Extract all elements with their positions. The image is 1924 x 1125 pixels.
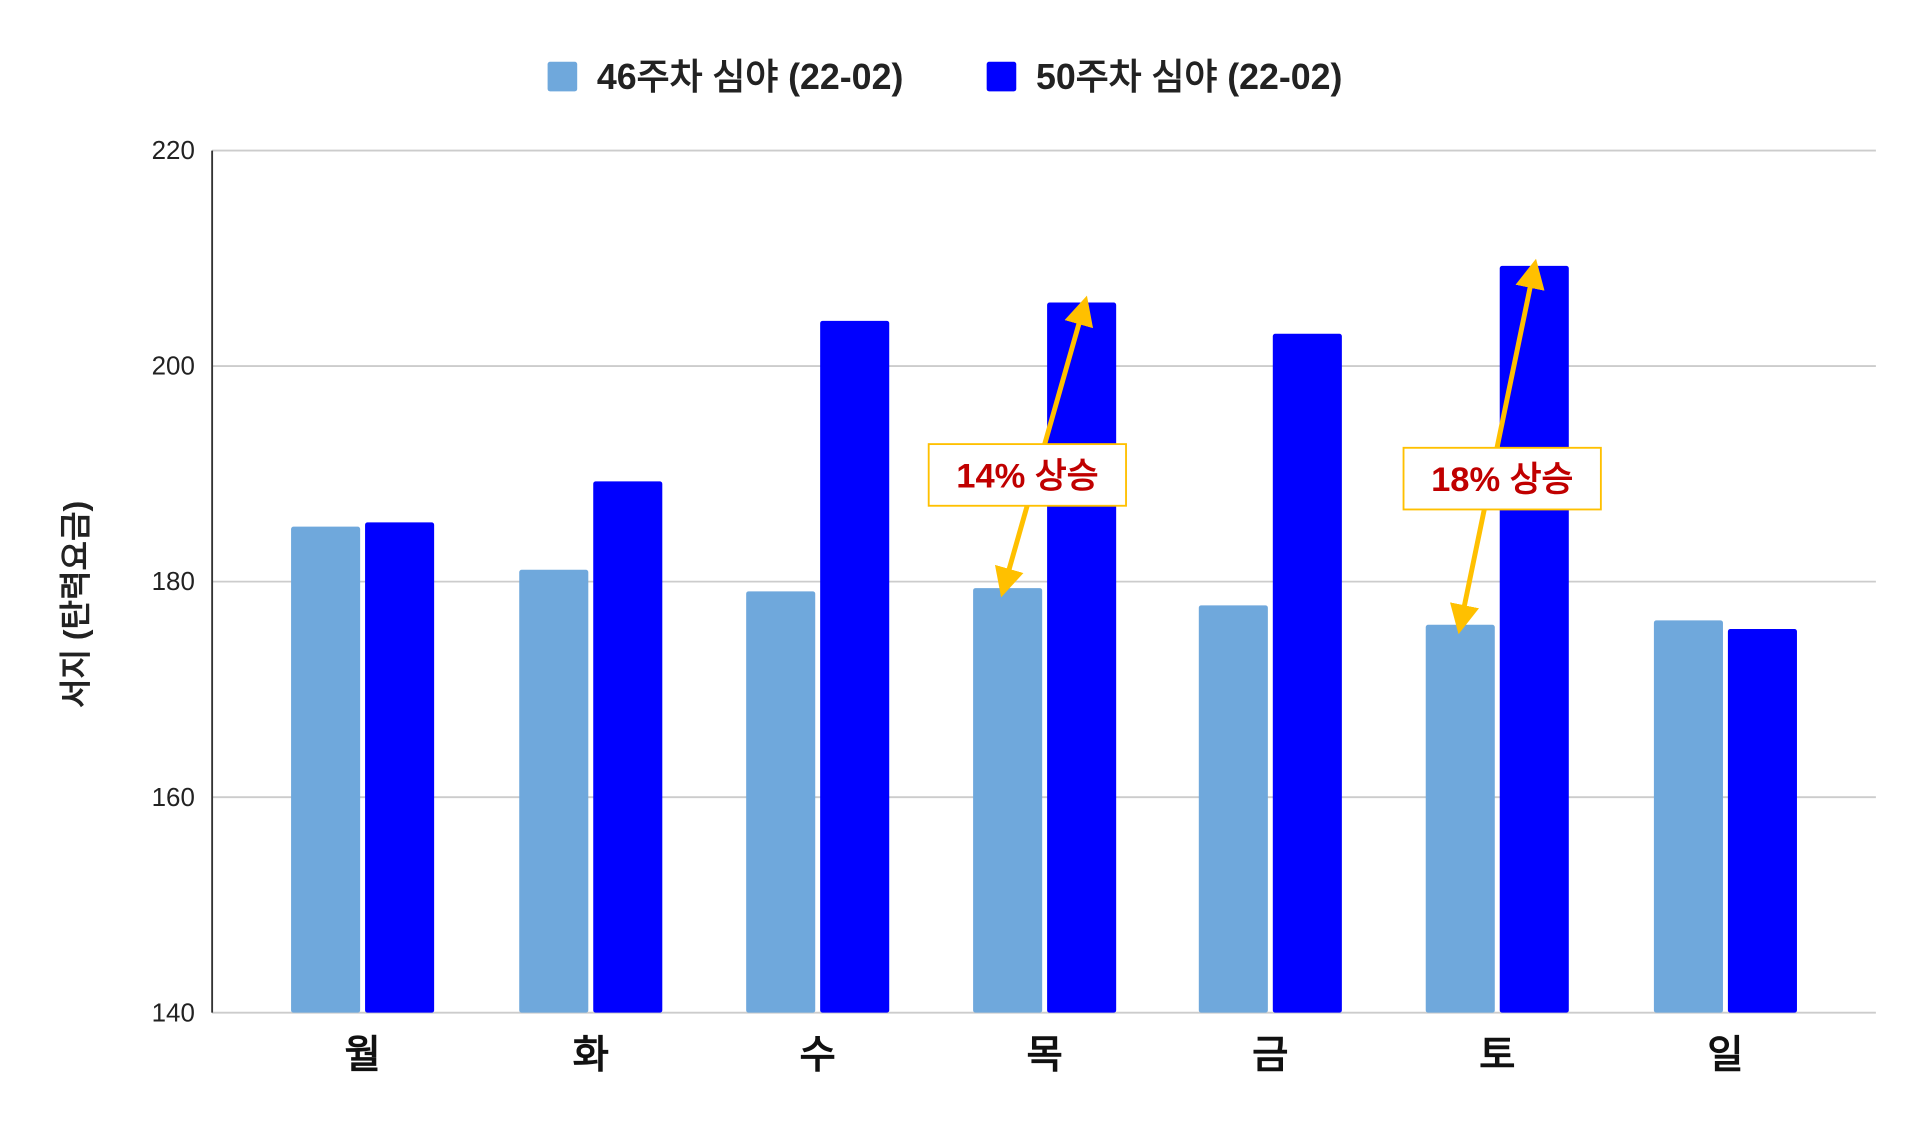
legend-label: 50주차 심야 (22-02) — [1036, 57, 1342, 97]
y-tick-label: 220 — [152, 137, 195, 165]
bars — [291, 265, 1797, 1013]
y-axis-ticks: 140 160 180 200 220 — [152, 137, 195, 1027]
x-tick-label: 토 — [1479, 1033, 1515, 1077]
bar-50w-0 — [365, 522, 435, 1013]
bar-46w-5 — [1425, 624, 1495, 1013]
bar-46w-0 — [291, 526, 361, 1013]
bar-46w-1 — [519, 569, 589, 1013]
x-tick-label: 월 — [344, 1033, 380, 1077]
x-tick-label: 수 — [800, 1033, 836, 1077]
annotation-label: 18% 상승 — [1431, 461, 1573, 499]
y-tick-label: 160 — [152, 784, 195, 812]
y-tick-label: 200 — [152, 353, 195, 381]
bar-50w-3 — [1047, 302, 1117, 1013]
x-tick-label: 금 — [1252, 1033, 1288, 1077]
bar-46w-4 — [1198, 605, 1268, 1013]
annotations: 14% 상승 18% 상승 — [927, 258, 1602, 635]
gridlines — [212, 149, 1876, 1014]
bar-50w-2 — [820, 320, 890, 1013]
y-tick-label: 140 — [152, 999, 195, 1027]
bar-50w-4 — [1272, 333, 1342, 1013]
legend-swatch — [547, 61, 578, 92]
bar-46w-3 — [973, 588, 1043, 1013]
y-axis-label: 서지 (탄력요금) — [57, 501, 93, 708]
annotation-box — [927, 443, 1127, 507]
bar-46w-2 — [746, 591, 816, 1013]
x-tick-label: 화 — [573, 1033, 609, 1077]
x-tick-label: 목 — [1026, 1033, 1062, 1077]
bar-50w-6 — [1727, 629, 1797, 1013]
legend: 46주차 심야 (22-02) 50주차 심야 (22-02) — [547, 57, 1342, 97]
annotation-label: 14% 상승 — [956, 457, 1098, 495]
legend-label: 46주차 심야 (22-02) — [597, 57, 903, 97]
x-tick-label: 일 — [1707, 1033, 1743, 1077]
legend-swatch — [986, 61, 1017, 92]
bar-46w-6 — [1653, 620, 1723, 1013]
annotation-box — [1402, 446, 1602, 511]
bar-50w-1 — [593, 481, 663, 1013]
y-tick-label: 180 — [152, 568, 195, 596]
annotation-arrow — [1449, 258, 1545, 635]
